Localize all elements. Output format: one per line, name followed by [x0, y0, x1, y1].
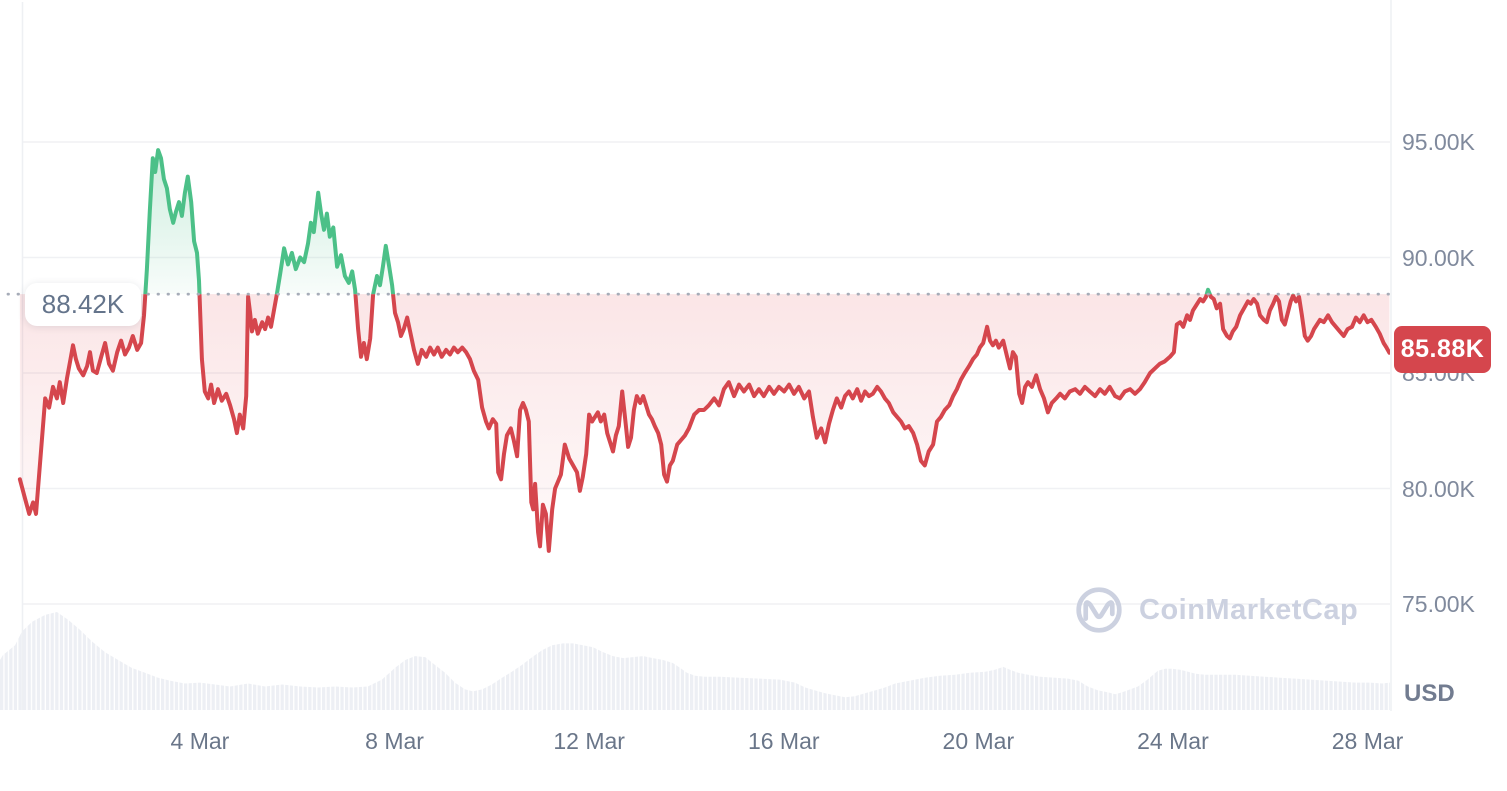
x-axis-tick-label: 28 Mar [1331, 728, 1404, 754]
x-axis-tick-label: 12 Mar [553, 728, 625, 754]
x-axis-tick-label: 24 Mar [1137, 728, 1209, 754]
y-axis-tick-label: 80.00K [1402, 475, 1475, 502]
y-axis-tick-label: 90.00K [1402, 244, 1475, 271]
baseline-price-pill: 88.42K [25, 283, 141, 326]
x-axis-tick-label: 4 Mar [170, 728, 230, 754]
x-axis-tick-label: 20 Mar [942, 728, 1015, 754]
price-line-below-baseline [17, 294, 1390, 553]
currency-label: USD [1404, 680, 1455, 707]
current-price-label: 85.88K [1400, 335, 1485, 363]
volume-bars [0, 612, 1390, 710]
x-axis-tick-label: 16 Mar [747, 728, 820, 754]
x-axis-tick-label: 8 Mar [365, 728, 424, 754]
current-price-badge: 85.88K [1394, 326, 1491, 373]
price-area-below-baseline [19, 294, 1390, 551]
y-axis-tick-label: 95.00K [1402, 129, 1475, 155]
baseline-price-label: 88.42K [41, 289, 125, 319]
y-axis-tick-label: 75.00K [1402, 591, 1475, 617]
